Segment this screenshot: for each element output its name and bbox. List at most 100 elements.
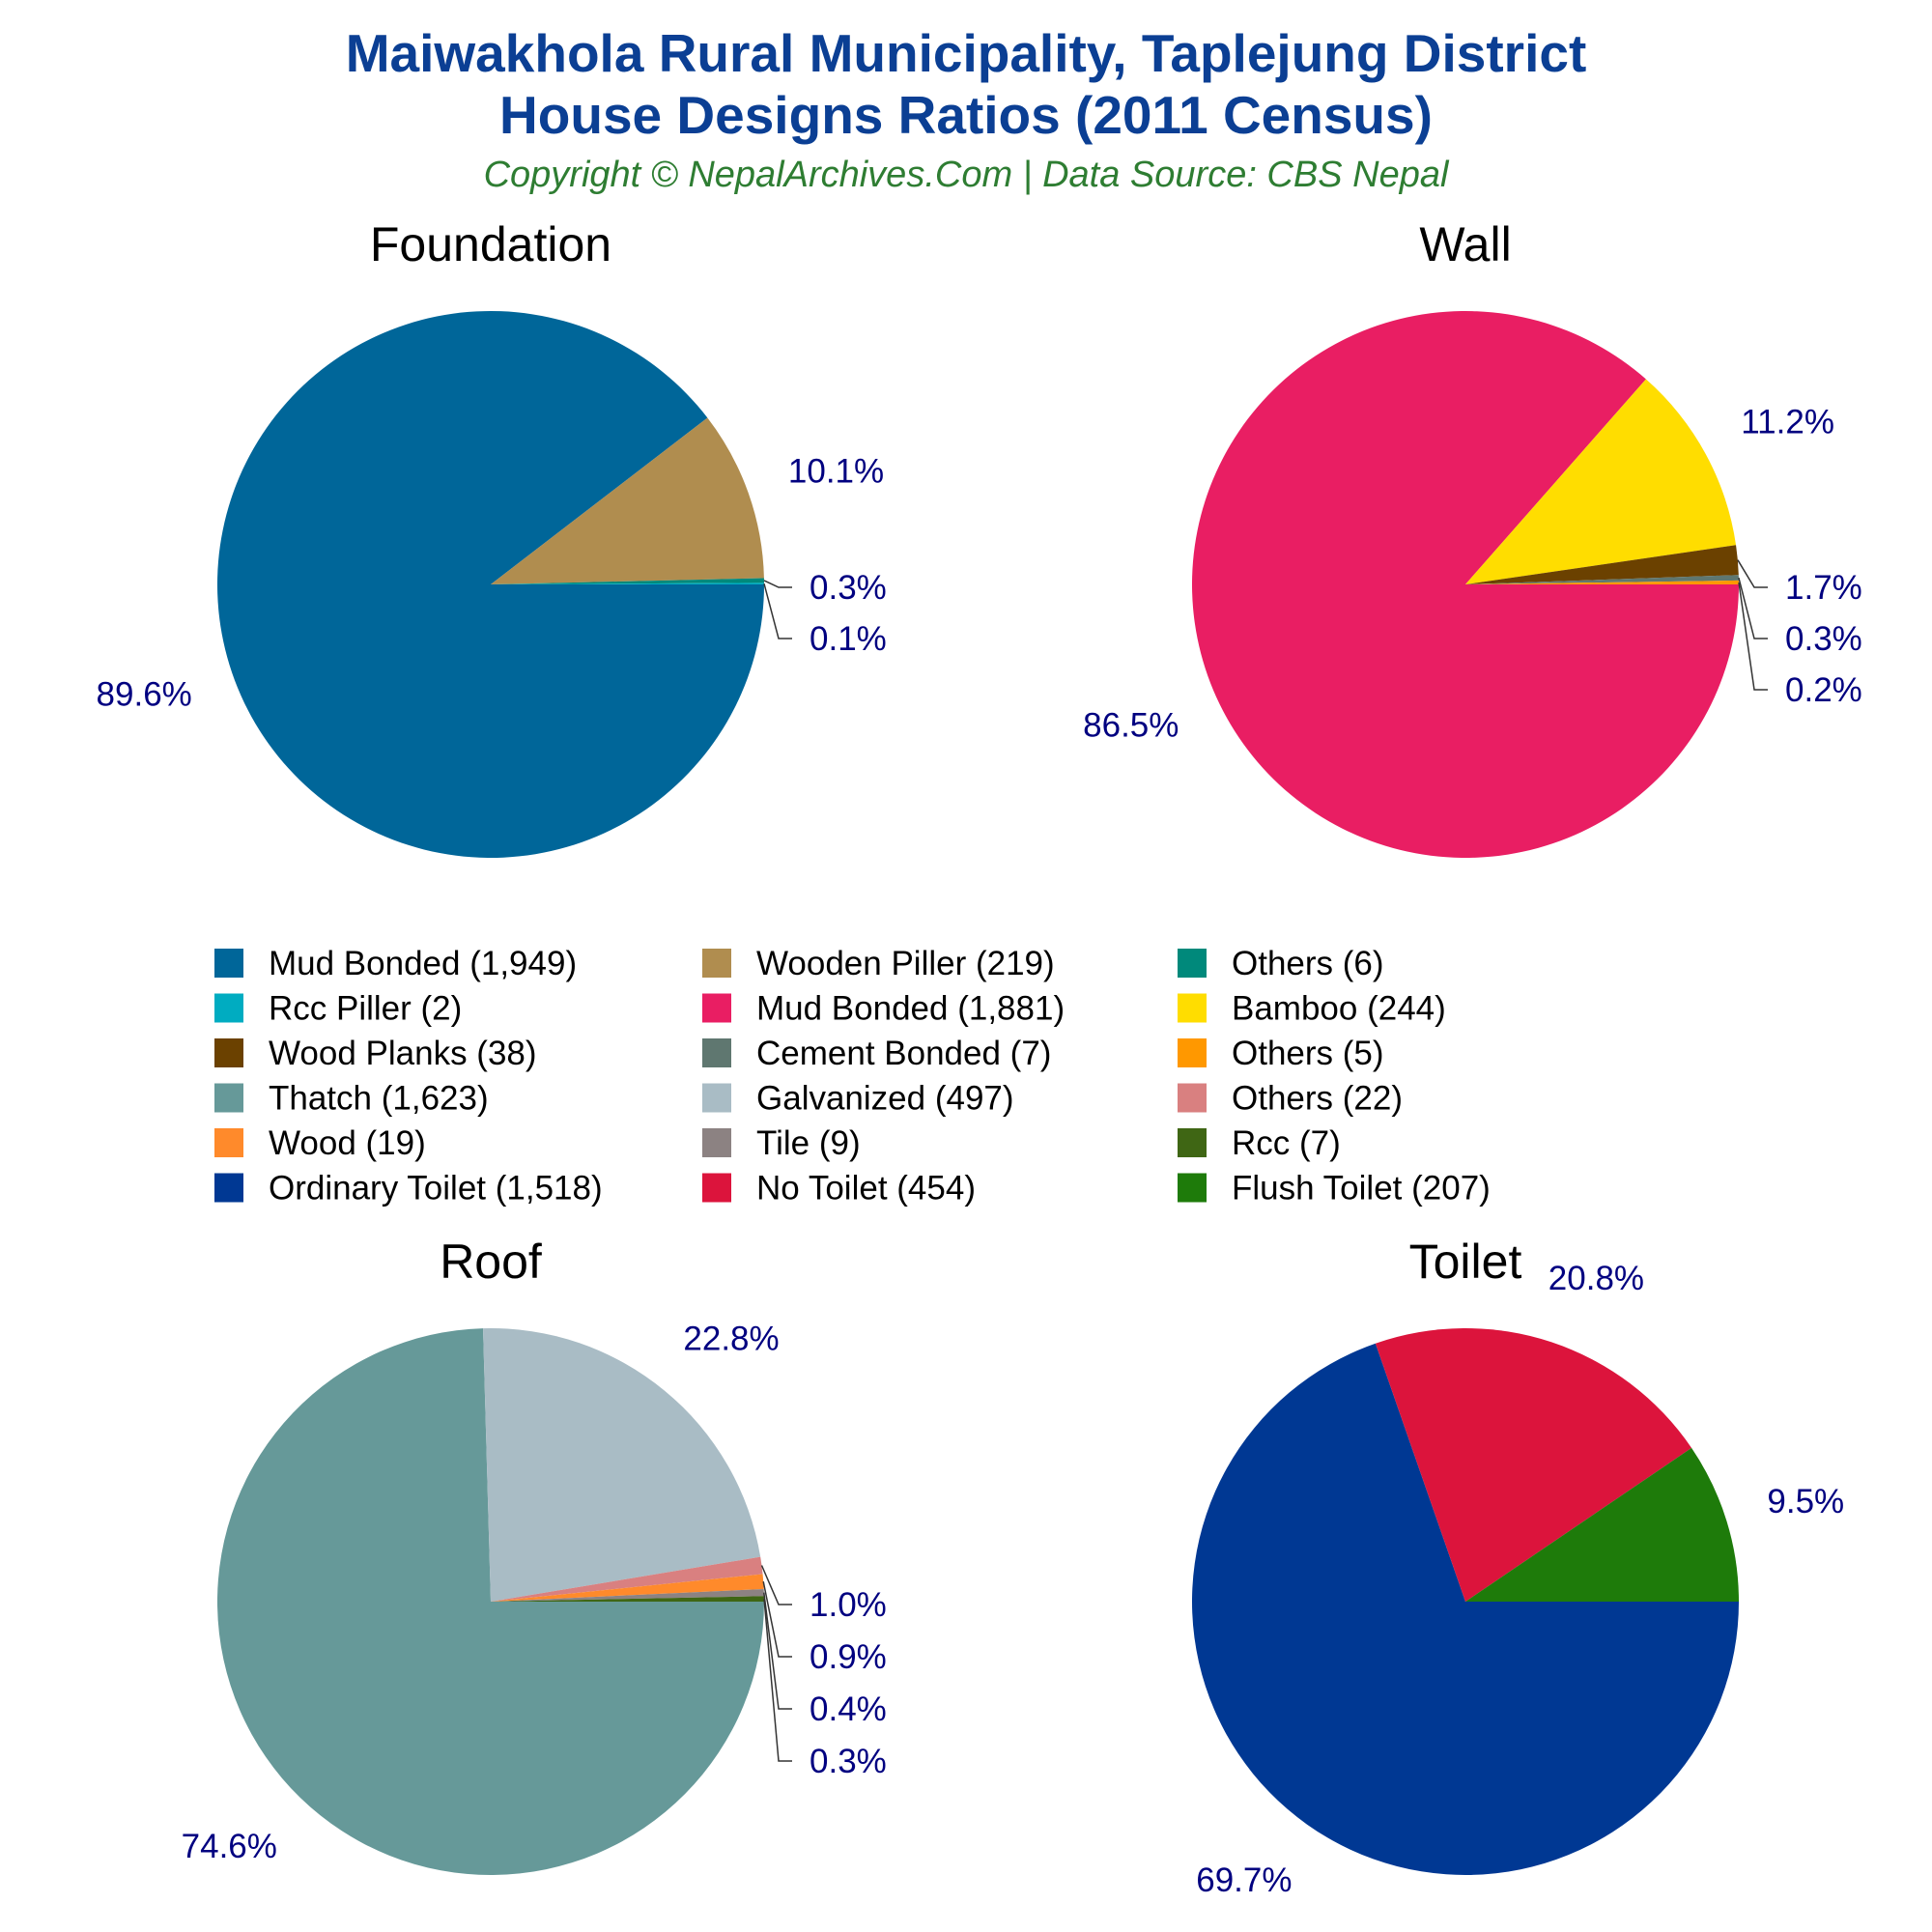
legend-label: No Toilet (454) bbox=[756, 1170, 976, 1208]
legend-item-others-5: Others (5) bbox=[1178, 1035, 1384, 1072]
wall-slice-others bbox=[1465, 580, 1739, 584]
foundation-label-others: 0.3% bbox=[810, 569, 887, 607]
wall-slice-wood-planks bbox=[1465, 545, 1739, 584]
toilet-pie-title: Toilet bbox=[1409, 1235, 1522, 1289]
roof-label-others: 1.0% bbox=[810, 1586, 887, 1624]
legend-item-no-toilet-454: No Toilet (454) bbox=[702, 1170, 976, 1208]
foundation-leader-rcc-piller bbox=[763, 583, 792, 639]
legend-swatch bbox=[214, 1173, 243, 1203]
toilet-label-flush-toilet: 9.5% bbox=[1767, 1483, 1844, 1520]
roof-leader-others bbox=[760, 1565, 792, 1605]
legend-item-ordinary-toilet-1-518: Ordinary Toilet (1,518) bbox=[214, 1170, 603, 1208]
chart-title-line1: Maiwakhola Rural Municipality, Taplejung… bbox=[346, 23, 1587, 83]
roof-leader-tile bbox=[763, 1592, 792, 1710]
legend-swatch bbox=[214, 1128, 243, 1157]
legend-swatch bbox=[1178, 949, 1207, 978]
roof-label-tile: 0.4% bbox=[810, 1690, 887, 1728]
legend-item-rcc-7: Rcc (7) bbox=[1178, 1124, 1341, 1162]
legend-item-others-6: Others (6) bbox=[1178, 945, 1384, 982]
legend-label: Rcc Piller (2) bbox=[269, 990, 462, 1028]
toilet-slice-ordinary-toilet bbox=[1191, 1343, 1739, 1875]
legend-swatch bbox=[1178, 1083, 1207, 1113]
legend-swatch bbox=[702, 993, 731, 1023]
legend-swatch bbox=[702, 1083, 731, 1113]
legend-item-mud-bonded-1-881: Mud Bonded (1,881) bbox=[702, 990, 1065, 1028]
legend-item-wooden-piller-219: Wooden Piller (219) bbox=[702, 945, 1055, 982]
chart-title-line2: House Designs Ratios (2011 Census) bbox=[499, 85, 1433, 145]
legend-item-flush-toilet-207: Flush Toilet (207) bbox=[1178, 1170, 1491, 1208]
roof-leader-wood bbox=[762, 1581, 792, 1658]
roof-pie-title: Roof bbox=[440, 1235, 542, 1289]
wall-slice-cement-bonded bbox=[1465, 575, 1739, 584]
roof-slice-wood bbox=[491, 1574, 764, 1602]
legend-label: Wood (19) bbox=[269, 1124, 426, 1162]
roof-leader-rcc bbox=[763, 1599, 792, 1762]
legend-item-mud-bonded-1-949: Mud Bonded (1,949) bbox=[214, 945, 577, 982]
foundation-pie-title: Foundation bbox=[370, 217, 611, 271]
legend-label: Mud Bonded (1,881) bbox=[756, 990, 1065, 1028]
legend-swatch bbox=[1178, 1038, 1207, 1067]
wall-label-mud-bonded: 86.5% bbox=[1083, 706, 1179, 744]
legend-label: Wooden Piller (219) bbox=[756, 945, 1055, 982]
legend-label: Cement Bonded (7) bbox=[756, 1035, 1051, 1072]
legend-label: Rcc (7) bbox=[1232, 1124, 1341, 1162]
legend-swatch bbox=[214, 949, 243, 978]
wall-pie-title: Wall bbox=[1419, 217, 1511, 271]
legend-item-tile-9: Tile (9) bbox=[702, 1124, 861, 1162]
wall-pie: Wall 86.5% 11.2% 1.7% 0.3% 0.2% bbox=[1083, 217, 1862, 859]
roof-slice-tile bbox=[491, 1588, 764, 1602]
foundation-label-wooden-piller: 10.1% bbox=[788, 453, 884, 491]
toilet-label-no-toilet: 20.8% bbox=[1548, 1260, 1644, 1297]
legend-label: Tile (9) bbox=[756, 1124, 861, 1162]
legend-swatch bbox=[1178, 1173, 1207, 1203]
legend-label: Others (22) bbox=[1232, 1080, 1403, 1118]
legend-swatch bbox=[214, 1038, 243, 1067]
legend-swatch bbox=[702, 1128, 731, 1157]
foundation-label-rcc-piller: 0.1% bbox=[810, 620, 887, 658]
legend-label: Galvanized (497) bbox=[756, 1080, 1014, 1118]
legend-label: Others (6) bbox=[1232, 945, 1384, 982]
legend-label: Ordinary Toilet (1,518) bbox=[269, 1170, 603, 1208]
toilet-pie: Toilet 69.7% 20.8% 9.5% bbox=[1191, 1235, 1844, 1899]
legend-item-thatch-1-623: Thatch (1,623) bbox=[214, 1080, 489, 1118]
foundation-slice-others bbox=[491, 578, 764, 584]
chart-subtitle: Copyright © NepalArchives.Com | Data Sou… bbox=[484, 155, 1450, 195]
wall-slice-mud-bonded bbox=[1191, 311, 1740, 859]
foundation-slice-wooden-piller bbox=[491, 417, 764, 584]
roof-slice-galvanized bbox=[483, 1327, 761, 1602]
legend-swatch bbox=[1178, 993, 1207, 1023]
roof-slice-rcc bbox=[491, 1596, 764, 1602]
wall-label-bamboo: 11.2% bbox=[1741, 404, 1834, 441]
legend-label: Mud Bonded (1,949) bbox=[269, 945, 577, 982]
wall-leader-wood-planks bbox=[1737, 559, 1768, 588]
wall-slice-bamboo bbox=[1465, 379, 1737, 584]
roof-slice-others bbox=[491, 1556, 763, 1602]
legend-swatch bbox=[702, 1038, 731, 1067]
legend-swatch bbox=[214, 1083, 243, 1113]
legend: Mud Bonded (1,949) Wooden Piller (219) Oth… bbox=[214, 945, 1491, 1208]
roof-pie: Roof 74.6% 22.8% 1.0% 0.9% 0.4% 0.3% bbox=[182, 1235, 887, 1875]
legend-swatch bbox=[702, 1173, 731, 1203]
foundation-label-mud-bonded: 89.6% bbox=[97, 676, 192, 714]
toilet-label-ordinary-toilet: 69.7% bbox=[1196, 1861, 1292, 1899]
legend-swatch bbox=[1178, 1128, 1207, 1157]
wall-leader-cement-bonded bbox=[1738, 577, 1768, 639]
legend-item-rcc-piller-2: Rcc Piller (2) bbox=[214, 990, 462, 1028]
wall-label-others: 0.2% bbox=[1785, 671, 1862, 709]
roof-label-wood: 0.9% bbox=[810, 1638, 887, 1676]
wall-label-wood-planks: 1.7% bbox=[1785, 569, 1862, 607]
wall-label-cement-bonded: 0.3% bbox=[1785, 620, 1862, 658]
toilet-slice-flush-toilet bbox=[1465, 1447, 1739, 1602]
legend-label: Bamboo (244) bbox=[1232, 990, 1446, 1028]
legend-item-wood-19: Wood (19) bbox=[214, 1124, 426, 1162]
legend-item-wood-planks-38: Wood Planks (38) bbox=[214, 1035, 537, 1072]
legend-label: Others (5) bbox=[1232, 1035, 1384, 1072]
toilet-slice-no-toilet bbox=[1375, 1327, 1692, 1602]
legend-label: Wood Planks (38) bbox=[269, 1035, 537, 1072]
legend-swatch bbox=[214, 993, 243, 1023]
roof-slice-thatch bbox=[217, 1328, 765, 1875]
legend-item-galvanized-497: Galvanized (497) bbox=[702, 1080, 1014, 1118]
legend-item-others-22: Others (22) bbox=[1178, 1080, 1403, 1118]
legend-swatch bbox=[702, 949, 731, 978]
